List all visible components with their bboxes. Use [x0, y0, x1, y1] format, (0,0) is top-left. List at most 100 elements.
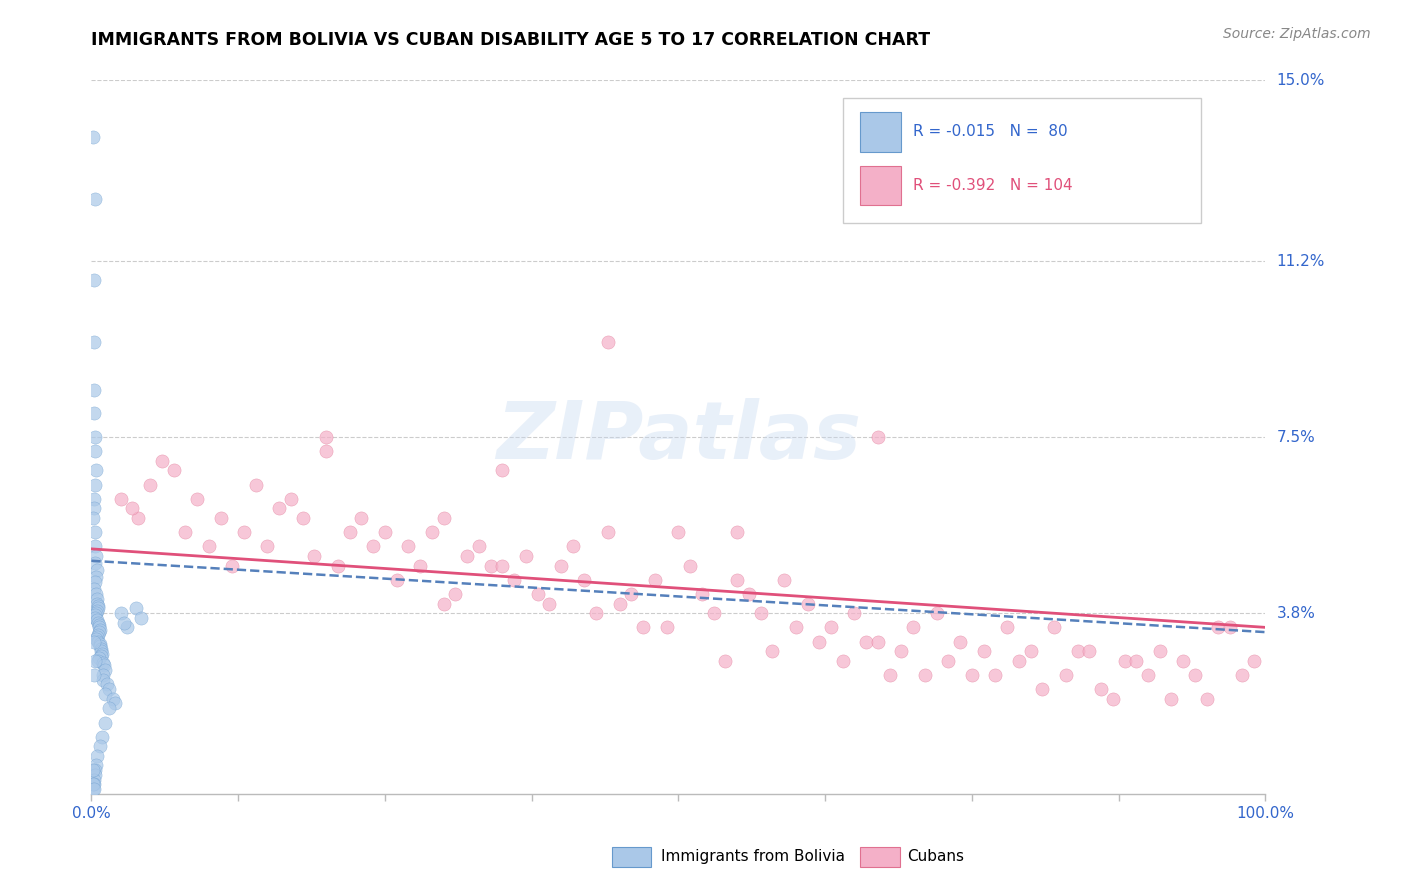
Point [1149, 644, 1171, 658]
Point [89, 640, 111, 654]
Point [385, 573, 408, 587]
Point [361, 540, 384, 554]
Point [820, 620, 842, 634]
Point [209, 511, 232, 525]
Point [350, 511, 373, 525]
Point [86, 597, 108, 611]
Point [91, 647, 114, 661]
Text: Cubans: Cubans [907, 849, 965, 863]
Point [91, 730, 114, 744]
Point [186, 491, 208, 506]
Point [197, 540, 219, 554]
Point [83, 540, 105, 554]
Point [1019, 644, 1042, 658]
Point [90, 648, 112, 663]
Point [1208, 620, 1230, 634]
Point [89, 651, 111, 665]
Point [83, 383, 105, 397]
Point [866, 634, 889, 648]
Point [749, 606, 772, 620]
Point [83, 501, 105, 516]
Point [89, 623, 111, 637]
Point [125, 601, 148, 615]
Point [725, 525, 748, 540]
Point [796, 597, 818, 611]
Point [83, 611, 105, 625]
Point [94, 715, 117, 730]
Point [315, 444, 337, 458]
Point [86, 591, 108, 606]
Point [456, 549, 478, 563]
Point [714, 654, 737, 668]
Point [785, 620, 807, 634]
Point [703, 606, 725, 620]
Point [84, 758, 107, 772]
Point [844, 606, 866, 620]
Point [984, 668, 1007, 682]
Point [433, 511, 456, 525]
Point [86, 604, 108, 618]
Point [1136, 668, 1159, 682]
Point [938, 654, 960, 668]
Point [82, 130, 104, 145]
Point [86, 587, 108, 601]
Point [1195, 691, 1218, 706]
Point [620, 587, 643, 601]
Text: Source: ZipAtlas.com: Source: ZipAtlas.com [1223, 27, 1371, 41]
Text: 11.2%: 11.2% [1277, 253, 1324, 268]
Point [655, 620, 678, 634]
Point [396, 540, 419, 554]
Point [515, 549, 537, 563]
Point [110, 491, 132, 506]
Point [1043, 620, 1066, 634]
Point [444, 587, 467, 601]
Point [1184, 668, 1206, 682]
Point [89, 620, 111, 634]
Point [84, 549, 107, 563]
Point [831, 654, 853, 668]
Point [83, 273, 105, 287]
Point [245, 477, 267, 491]
Point [1230, 668, 1253, 682]
Point [221, 558, 243, 573]
Point [1008, 654, 1031, 668]
FancyBboxPatch shape [842, 98, 1201, 223]
Point [561, 540, 583, 554]
Point [87, 615, 110, 630]
Point [91, 668, 114, 682]
Point [96, 677, 118, 691]
Point [84, 525, 107, 540]
Point [914, 668, 936, 682]
Point [86, 613, 108, 627]
Point [1031, 682, 1053, 697]
Point [644, 573, 666, 587]
Point [94, 687, 117, 701]
Point [1054, 668, 1077, 682]
Point [112, 615, 135, 630]
Point [162, 463, 184, 477]
Point [433, 597, 456, 611]
Point [1219, 620, 1241, 634]
Point [866, 430, 889, 444]
Point [690, 587, 713, 601]
Point [83, 406, 105, 420]
Point [89, 637, 111, 651]
Point [82, 763, 104, 777]
Point [87, 634, 110, 648]
Point [503, 573, 526, 587]
Point [1066, 644, 1088, 658]
Text: Immigrants from Bolivia: Immigrants from Bolivia [661, 849, 845, 863]
Point [1125, 654, 1147, 668]
Point [87, 654, 110, 668]
Point [87, 627, 110, 641]
Point [83, 772, 105, 787]
Point [84, 444, 107, 458]
Point [83, 768, 105, 782]
Point [84, 477, 107, 491]
Text: IMMIGRANTS FROM BOLIVIA VS CUBAN DISABILITY AGE 5 TO 17 CORRELATION CHART: IMMIGRANTS FROM BOLIVIA VS CUBAN DISABIL… [91, 31, 931, 49]
Point [315, 430, 337, 444]
Point [83, 491, 105, 506]
Point [631, 620, 654, 634]
Point [725, 573, 748, 587]
Point [83, 582, 105, 597]
